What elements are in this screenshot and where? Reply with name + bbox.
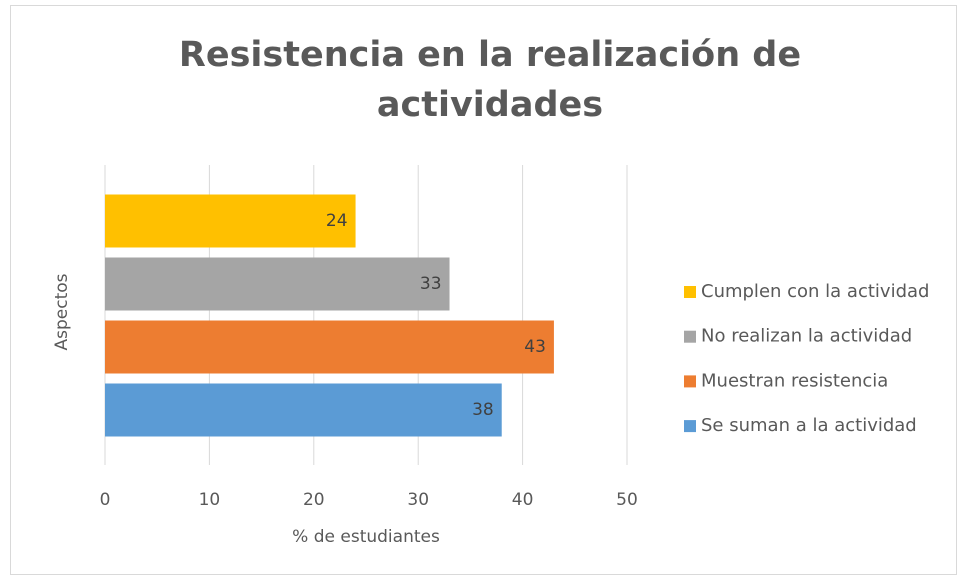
- bar: [105, 194, 356, 248]
- x-tick-label: 10: [199, 490, 221, 510]
- legend-label: Muestran resistencia: [701, 370, 888, 391]
- legend-swatch: [684, 286, 696, 298]
- bar: [105, 320, 554, 374]
- data-label: 24: [326, 211, 348, 231]
- x-axis-label: % de estudiantes: [292, 527, 440, 547]
- data-label: 38: [472, 400, 494, 420]
- x-tick-label: 50: [616, 490, 638, 510]
- x-tick-label: 30: [407, 490, 429, 510]
- legend-label: No realizan la actividad: [701, 326, 912, 347]
- x-tick-label: 20: [303, 490, 325, 510]
- x-tick-label: 40: [512, 490, 534, 510]
- bar: [105, 257, 450, 311]
- bar: [105, 383, 502, 437]
- legend-label: Se suman a la actividad: [701, 415, 917, 436]
- data-label: 33: [420, 274, 442, 294]
- data-label: 43: [524, 337, 546, 357]
- legend-swatch: [684, 330, 696, 343]
- legend-swatch: [684, 375, 696, 388]
- legend-label: Cumplen con la actividad: [701, 281, 929, 302]
- legend-swatch: [684, 420, 696, 433]
- chart-title: Resistencia en la realización de activid…: [178, 35, 802, 125]
- y-axis-label: Aspectos: [52, 273, 72, 350]
- x-tick-label: 0: [100, 490, 111, 510]
